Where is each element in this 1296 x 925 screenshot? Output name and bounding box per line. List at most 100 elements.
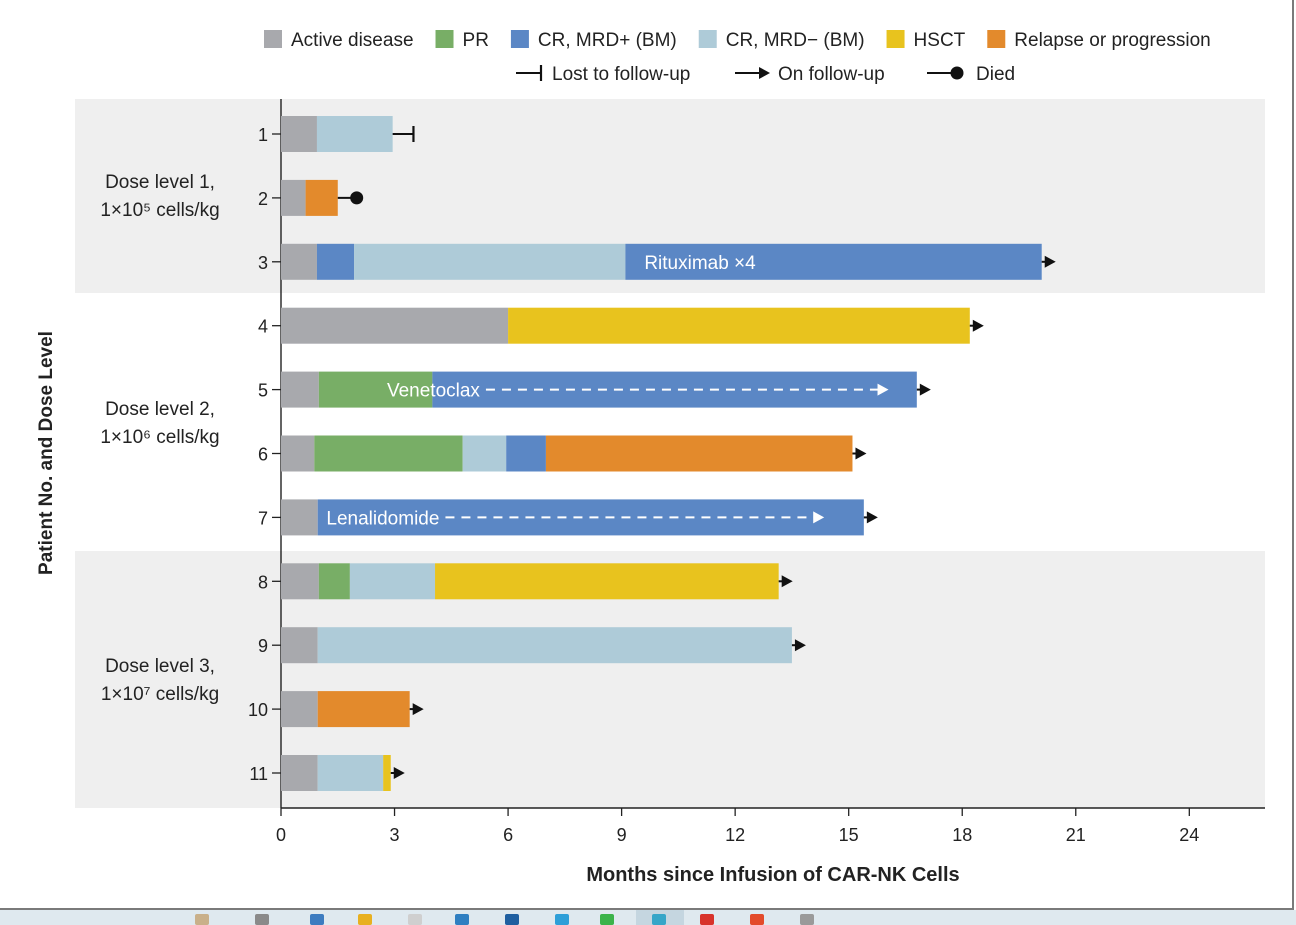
on-followup-marker xyxy=(393,767,405,779)
therapy-arrowhead xyxy=(877,383,889,396)
bar-segment-active xyxy=(281,307,509,344)
dose-group-sublabel: 1×10⁷ cells/kg xyxy=(101,684,219,705)
on-followup-marker xyxy=(1044,255,1056,268)
patient-label: 1 xyxy=(258,125,268,145)
x-tick-label: 0 xyxy=(276,825,286,845)
taskbar-app-icon[interactable] xyxy=(505,914,519,925)
bar-segment-pr xyxy=(318,563,350,600)
x-tick-label: 15 xyxy=(839,825,859,845)
therapy-annotation: Venetoclax xyxy=(387,381,480,402)
legend-swatch-relapse xyxy=(987,30,1006,48)
patient-label: 9 xyxy=(258,636,268,656)
bar-segment-relapse xyxy=(317,691,410,728)
on-followup-marker xyxy=(794,639,806,652)
dose-group-label: Dose level 1, xyxy=(105,172,215,193)
x-tick-label: 9 xyxy=(617,825,627,845)
died-marker xyxy=(350,191,364,205)
taskbar-app-icon[interactable] xyxy=(600,914,614,925)
bar-segment-active xyxy=(281,179,306,216)
x-tick-label: 6 xyxy=(503,825,513,845)
bar-segment-active xyxy=(281,435,315,472)
patient-label: 2 xyxy=(258,189,268,209)
patient-label: 3 xyxy=(258,253,268,273)
bar-segment-hsct xyxy=(383,755,391,791)
legend-label: CR, MRD+ (BM) xyxy=(538,30,677,51)
bar-segment-relapse xyxy=(545,435,853,472)
bar-segment-mrdneg xyxy=(316,116,393,152)
x-tick-label: 21 xyxy=(1066,825,1086,845)
x-tick-label: 24 xyxy=(1179,825,1199,845)
legend-on-marker xyxy=(759,67,770,79)
bar-segment-active xyxy=(281,563,319,600)
legend-label: PR xyxy=(463,30,489,51)
legend-swatch-active xyxy=(264,30,282,48)
on-followup-marker xyxy=(972,319,984,332)
patient-label: 10 xyxy=(248,700,268,720)
x-axis-title: Months since Infusion of CAR-NK Cells xyxy=(586,864,959,886)
legend-died-marker xyxy=(950,66,964,80)
bar-segment-active xyxy=(281,499,318,536)
bar-segment-pr xyxy=(314,435,463,472)
taskbar-app-icon[interactable] xyxy=(195,914,209,925)
dose-group-sublabel: 1×10⁶ cells/kg xyxy=(100,427,219,448)
taskbar-app-icon[interactable] xyxy=(310,914,324,925)
bar-segment-mrdneg xyxy=(349,563,436,600)
taskbar-app-icon[interactable] xyxy=(700,914,714,925)
bar-segment-mrdneg xyxy=(317,627,792,664)
bar-segment-mrdpos xyxy=(506,435,546,472)
x-tick-label: 18 xyxy=(952,825,972,845)
x-tick-label: 12 xyxy=(725,825,745,845)
taskbar-app-icon[interactable] xyxy=(652,914,666,925)
taskbar-app-icon[interactable] xyxy=(455,914,469,925)
x-tick-label: 3 xyxy=(390,825,400,845)
bar-segment-hsct xyxy=(435,563,779,600)
dose-group-label: Dose level 2, xyxy=(105,399,215,420)
legend-label: Relapse or progression xyxy=(1014,30,1210,51)
legend-swatch-pr xyxy=(435,30,454,48)
legend-label: CR, MRD− (BM) xyxy=(726,30,865,51)
legend-label: Lost to follow-up xyxy=(552,64,690,85)
taskbar-app-icon[interactable] xyxy=(408,914,422,925)
patient-label: 7 xyxy=(258,508,268,528)
taskbar-app-icon[interactable] xyxy=(255,914,269,925)
legend-label: HSCT xyxy=(914,30,966,51)
bar-segment-active xyxy=(281,371,319,408)
taskbar-app-icon[interactable] xyxy=(750,914,764,925)
taskbar-app-icon[interactable] xyxy=(358,914,372,925)
bar-segment-mrdpos xyxy=(432,371,917,408)
therapy-annotation: Rituximab ×4 xyxy=(644,253,756,274)
legend-label: Died xyxy=(976,64,1015,85)
bar-segment-mrdpos xyxy=(625,243,1042,280)
dose-group-label: Dose level 3, xyxy=(105,656,215,677)
bar-segment-active xyxy=(281,243,317,280)
taskbar-app-icon[interactable] xyxy=(555,914,569,925)
on-followup-marker xyxy=(919,383,931,396)
bar-segment-relapse xyxy=(305,179,338,216)
bar-segment-active xyxy=(281,627,318,664)
legend-swatch-mrdpos xyxy=(510,30,529,48)
taskbar-app-icon[interactable] xyxy=(800,914,814,925)
bar-segment-mrdneg xyxy=(354,243,626,280)
on-followup-marker xyxy=(855,447,867,460)
therapy-annotation: Lenalidomide xyxy=(326,508,439,529)
bar-segment-mrdneg xyxy=(462,435,507,472)
patient-label: 5 xyxy=(258,381,268,401)
legend-swatch-mrdneg xyxy=(698,30,717,48)
bar-segment-active xyxy=(281,691,318,728)
patient-label: 6 xyxy=(258,445,268,465)
patient-label: 11 xyxy=(249,764,268,784)
on-followup-marker xyxy=(866,511,878,524)
bar-segment-hsct xyxy=(508,307,970,344)
y-axis-title: Patient No. and Dose Level xyxy=(36,331,57,575)
patient-label: 8 xyxy=(258,572,268,592)
dose-group-sublabel: 1×10⁵ cells/kg xyxy=(100,200,219,221)
bar-segment-mrdpos xyxy=(316,243,355,280)
bar-segment-active xyxy=(281,755,318,791)
on-followup-marker xyxy=(412,703,424,716)
legend-label: On follow-up xyxy=(778,64,885,85)
legend-swatch-hsct xyxy=(886,30,905,48)
on-followup-marker xyxy=(781,575,793,588)
legend-label: Active disease xyxy=(291,30,414,51)
therapy-arrowhead xyxy=(813,511,825,524)
